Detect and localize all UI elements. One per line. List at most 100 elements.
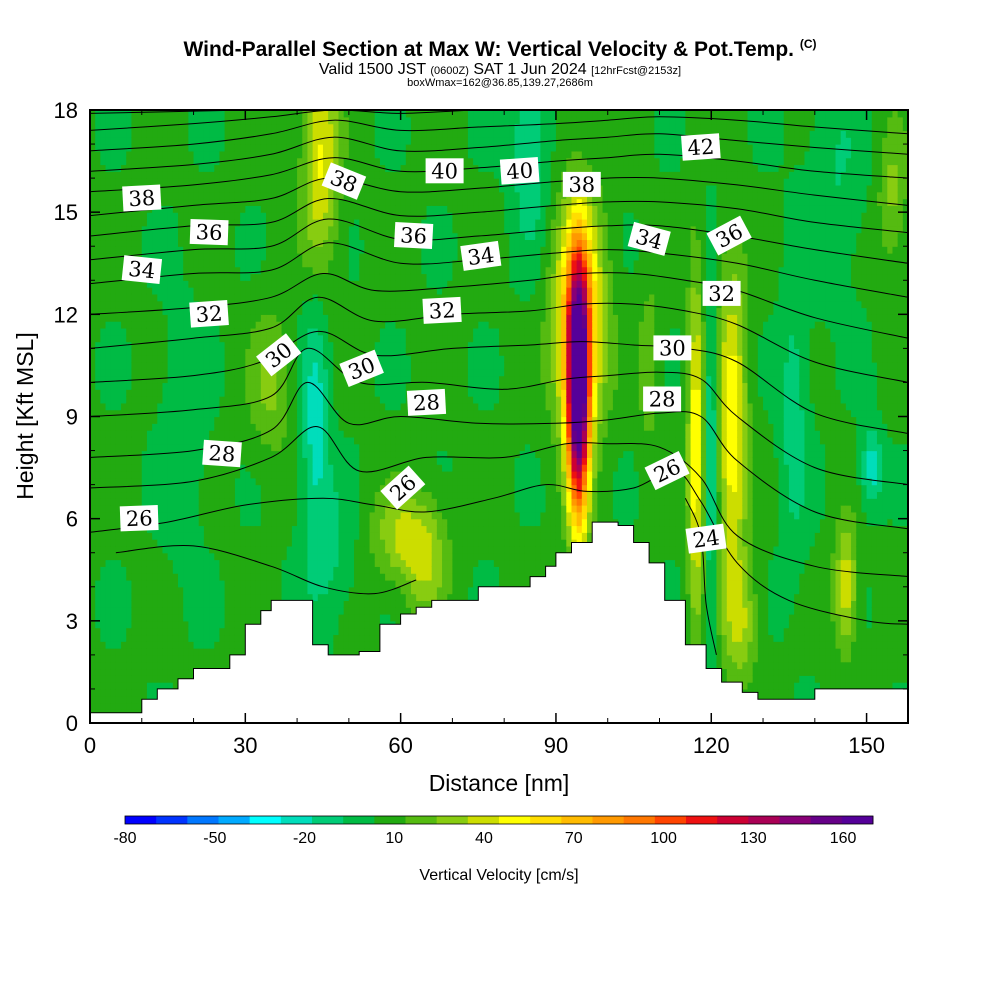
velocity-cell [240,634,246,642]
velocity-cell [183,348,189,356]
velocity-cell [131,634,138,642]
velocity-cell [136,253,143,261]
velocity-cell [297,511,303,520]
velocity-cell [126,545,133,554]
velocity-cell [286,123,293,132]
velocity-cell [255,416,262,424]
velocity-cell [121,648,127,656]
velocity-cell [260,171,267,179]
velocity-cell [312,600,319,608]
velocity-cell [281,559,288,567]
velocity-cell [141,682,148,690]
velocity-cell [157,178,164,186]
velocity-cell [260,450,267,458]
velocity-cell [302,573,309,581]
velocity-cell [297,470,303,479]
velocity-cell [95,375,101,384]
velocity-cell [219,661,226,670]
velocity-cell [115,695,122,704]
velocity-cell [348,144,355,152]
velocity-cell [172,505,179,513]
velocity-cell [95,518,101,527]
velocity-cell [146,545,153,554]
velocity-cell [338,532,345,540]
velocity-cell [338,341,345,349]
velocity-cell [245,293,252,302]
velocity-cell [136,470,143,479]
velocity-cell [110,259,117,268]
velocity-cell [146,355,153,363]
velocity-cell [364,552,371,561]
velocity-cell [188,184,195,193]
velocity-cell [95,695,101,704]
velocity-cell [359,218,365,227]
velocity-cell [364,266,371,275]
velocity-cell [178,130,184,138]
velocity-cell [281,110,288,118]
velocity-cell [178,511,184,520]
velocity-cell [203,586,210,595]
velocity-cell [188,573,195,581]
velocity-cell [110,648,117,656]
velocity-cell [100,300,107,309]
velocity-cell [121,334,127,343]
velocity-cell [245,246,252,254]
velocity-cell [90,593,96,601]
velocity-cell [90,157,96,166]
velocity-cell [105,375,112,384]
velocity-cell [317,511,324,520]
velocity-cell [245,545,252,554]
velocity-cell [167,443,174,452]
velocity-cell [172,600,179,608]
velocity-cell [157,273,164,281]
velocity-cell [338,212,345,220]
velocity-cell [291,423,298,431]
velocity-cell [266,144,272,152]
velocity-cell [333,450,340,458]
velocity-cell [146,477,153,486]
velocity-cell [219,293,226,302]
velocity-cell [229,518,236,527]
velocity-cell [90,348,96,356]
velocity-cell [224,545,231,554]
velocity-cell [286,498,293,506]
velocity-cell [105,396,112,404]
velocity-cell [245,505,252,513]
velocity-cell [178,280,184,288]
velocity-cell [95,341,101,349]
velocity-cell [105,654,112,663]
velocity-cell [224,287,231,295]
velocity-cell [317,607,324,615]
velocity-cell [364,423,371,431]
velocity-cell [203,511,210,520]
velocity-cell [110,171,117,179]
velocity-cell [157,116,164,125]
velocity-cell [152,545,158,554]
velocity-cell [364,300,371,309]
velocity-cell [115,470,122,479]
velocity-cell [364,191,371,200]
velocity-cell [203,327,210,336]
velocity-cell [328,300,334,309]
velocity-cell [136,552,143,561]
velocity-cell [354,491,360,499]
velocity-cell [338,280,345,288]
velocity-cell [291,566,298,574]
velocity-cell [354,566,360,574]
velocity-cell [359,545,365,554]
velocity-cell [95,545,101,554]
velocity-cell [374,525,381,533]
velocity-cell [100,144,107,152]
velocity-cell [162,300,169,309]
velocity-cell [141,178,148,186]
velocity-cell [203,110,210,118]
velocity-cell [354,505,360,513]
velocity-cell [162,511,169,520]
velocity-cell [141,627,148,636]
velocity-cell [348,518,355,527]
velocity-cell [131,402,138,411]
velocity-cell [291,123,298,132]
velocity-cell [266,450,272,458]
velocity-cell [198,498,205,506]
